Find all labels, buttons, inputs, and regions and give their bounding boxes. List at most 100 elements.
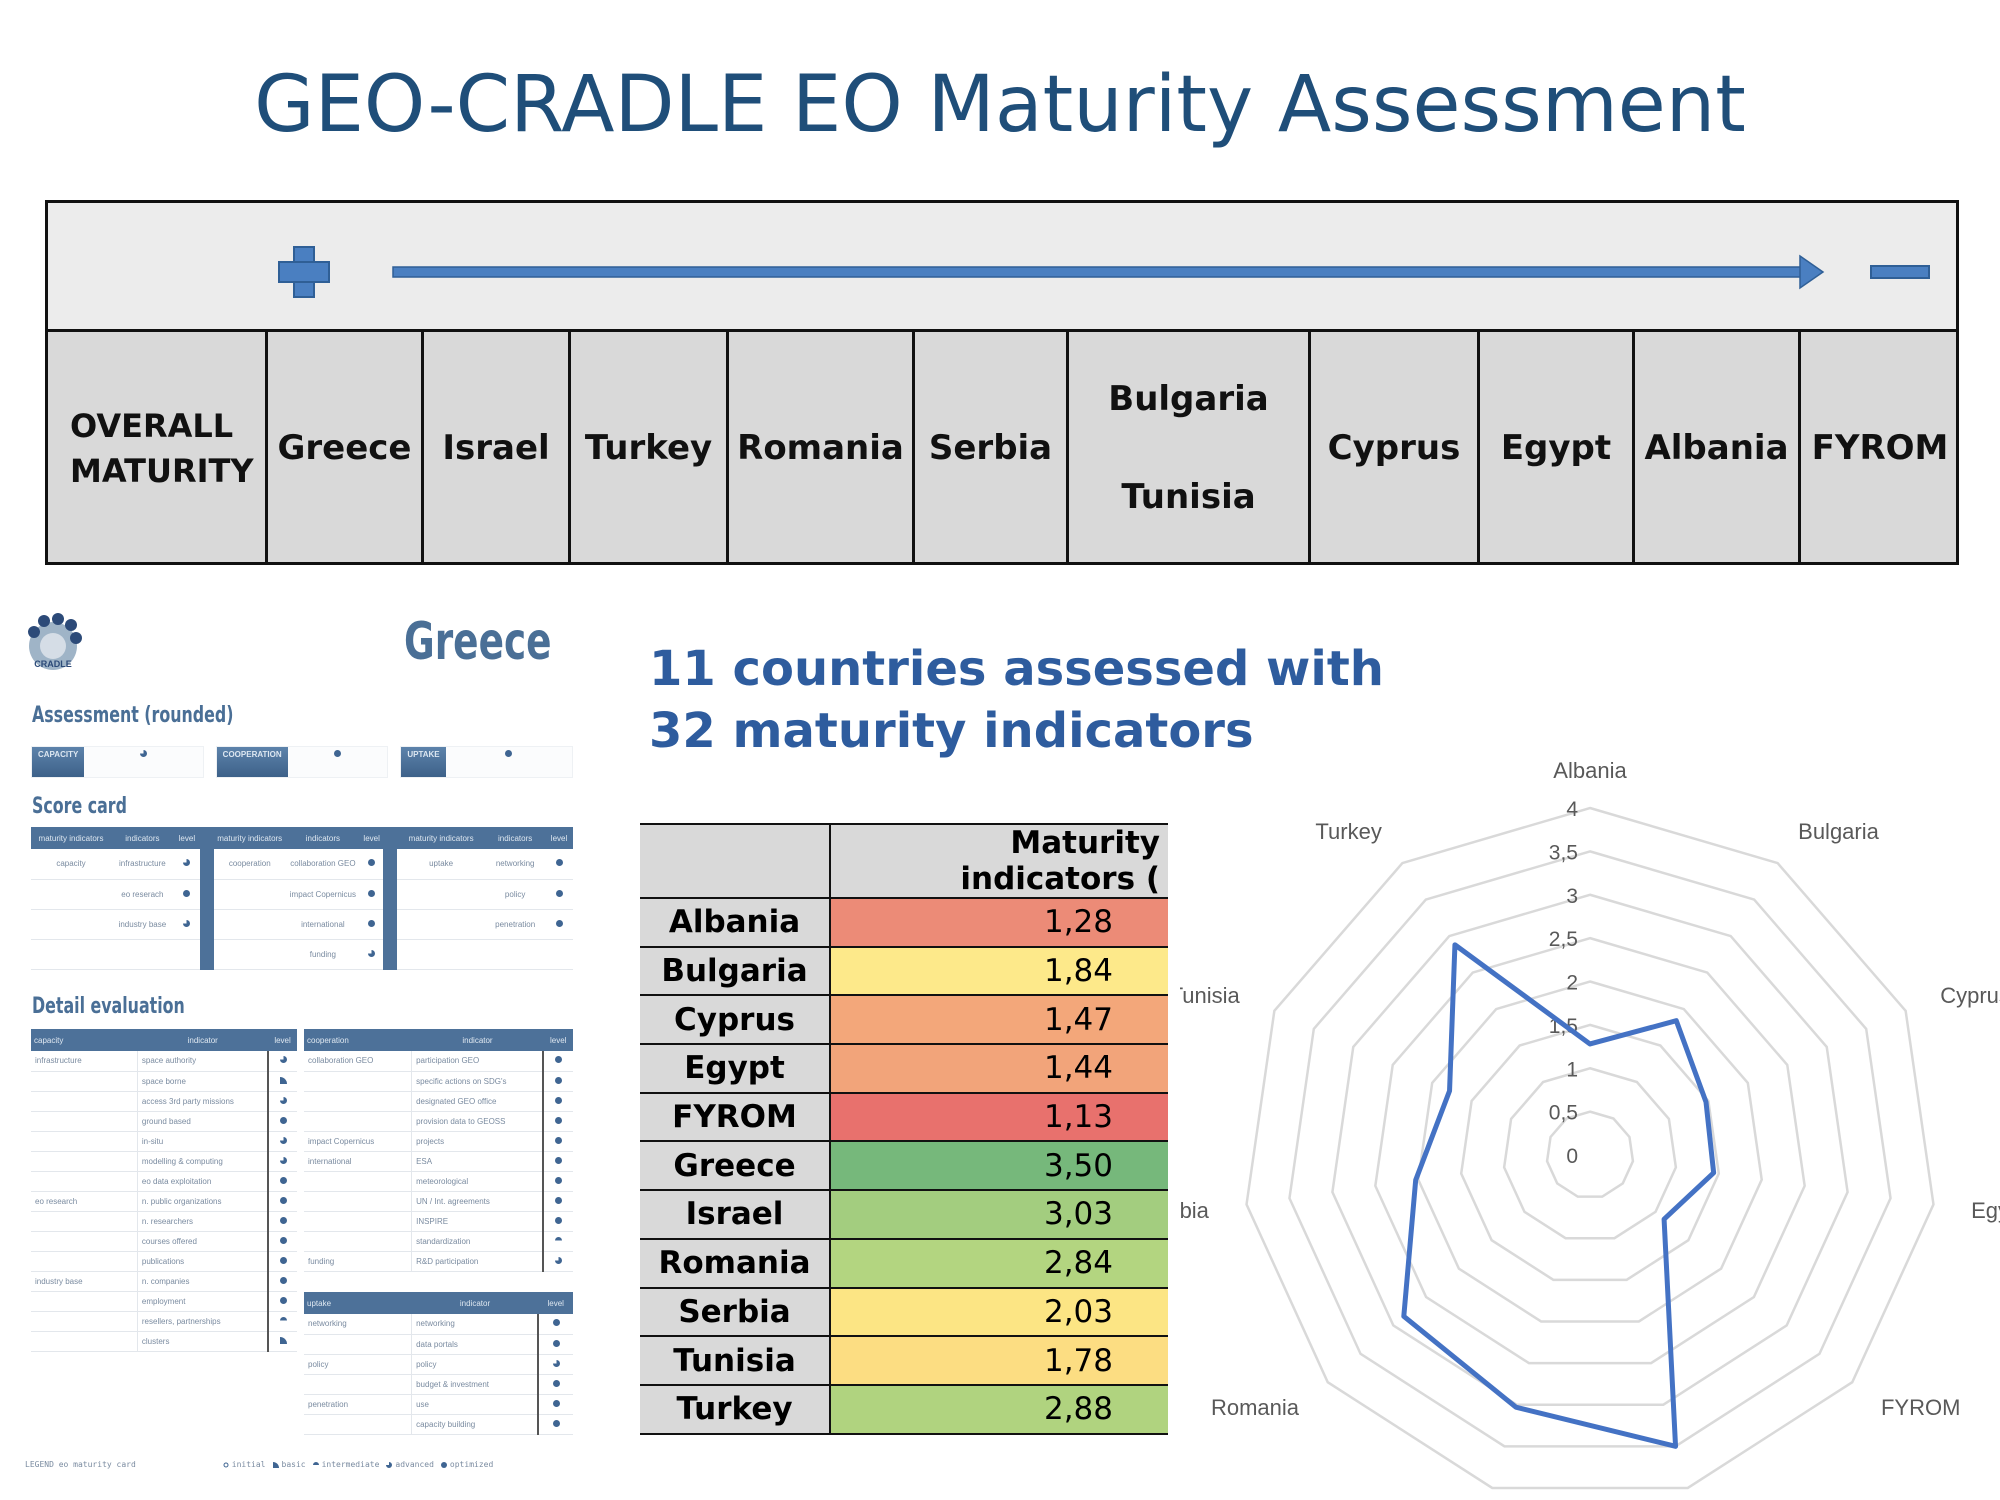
rank-country: Tunisia	[1121, 476, 1256, 517]
radar-gridline	[1502, 1066, 1678, 1240]
country-cell: Tunisia	[640, 1335, 830, 1385]
assessment-bar: CAPACITY COOPERATION UPTAKE	[31, 746, 574, 778]
level-cell	[267, 1311, 297, 1332]
indicator-cell: international	[285, 909, 361, 940]
indicator-cell: participation GEO	[411, 1051, 544, 1072]
level-cell	[267, 1151, 297, 1172]
subgroup-cell	[31, 1311, 138, 1332]
table-row: Romania 2,84	[640, 1237, 1168, 1288]
level-cell	[542, 1071, 573, 1092]
level-cell	[537, 1374, 573, 1395]
table-row: designated GEO office	[304, 1091, 573, 1112]
level-advanced-icon	[139, 750, 147, 757]
detail-uptake: uptake indicator level networking networking…	[304, 1292, 573, 1435]
subgroup-cell: international	[304, 1151, 412, 1172]
radar-chart: 00,511,522,533,54AlbaniaBulgariaCyprusEg…	[1180, 758, 2000, 1490]
level-cell	[545, 909, 573, 940]
subgroup-cell	[31, 1151, 138, 1172]
table-row: funding R&D participation	[304, 1251, 573, 1272]
table-row: in-situ	[31, 1131, 297, 1152]
level-optimized-icon	[505, 750, 513, 757]
radar-tick-label: 3	[1566, 885, 1578, 908]
indicator-cell: designated GEO office	[411, 1091, 544, 1112]
table-row: Greece 3,50	[640, 1140, 1168, 1191]
country-cell: Bulgaria	[640, 945, 830, 996]
assessment-level	[288, 747, 388, 777]
indicator-cell: publications	[136, 1251, 269, 1272]
indicator-cell: UN / Int. agreements	[411, 1191, 544, 1212]
legend-label: advanced	[395, 1460, 434, 1469]
value-cell: 1,28	[829, 897, 1168, 947]
indicator-cell: specific actions on SDG's	[411, 1071, 544, 1092]
table-row: Tunisia 1,78	[640, 1335, 1168, 1385]
level-advanced-icon	[279, 1056, 287, 1064]
card-country-title: Greece	[404, 612, 552, 672]
arrow-right-icon	[392, 254, 1825, 290]
radar-category-label: Bulgaria	[1798, 819, 1879, 844]
level-basic-icon	[279, 1336, 287, 1344]
radar-gridline	[1245, 806, 1935, 1490]
table-row: industry base	[31, 909, 207, 940]
rank-cell: Albania	[1632, 332, 1798, 565]
group-cell	[397, 909, 486, 940]
column-header: uptake	[304, 1292, 412, 1314]
plus-icon	[278, 246, 330, 298]
scorecard-heading: Score card	[32, 794, 127, 819]
level-cell	[267, 1111, 297, 1132]
level-advanced-icon	[552, 1359, 560, 1367]
indicator-cell: meteorological	[411, 1171, 544, 1192]
rank-cell: Romania	[726, 332, 912, 565]
level-cell	[267, 1131, 297, 1152]
value-cell: 2,03	[829, 1286, 1168, 1337]
assessment-label: UPTAKE	[401, 747, 446, 777]
value-cell: 3,50	[829, 1140, 1168, 1191]
radar-category-label: FYROM	[1881, 1395, 1960, 1420]
level-cell	[267, 1051, 297, 1072]
table-row: UN / Int. agreements	[304, 1191, 573, 1212]
level-cell	[537, 1394, 573, 1415]
indicator-cell: clusters	[136, 1331, 269, 1352]
level-optimized-icon	[555, 1096, 563, 1104]
level-optimized-icon	[555, 1076, 563, 1084]
table-row: provision data to GEOSS	[304, 1111, 573, 1132]
table-row: ground based	[31, 1111, 297, 1132]
value-cell: 1,78	[829, 1335, 1168, 1385]
subgroup-cell	[31, 1171, 138, 1192]
table-row: international	[214, 909, 390, 940]
level-intermediate-icon	[279, 1316, 287, 1320]
level-initial-icon	[223, 1462, 229, 1467]
value-cell: 1,84	[829, 945, 1168, 996]
indicator-cell: modelling & computing	[136, 1151, 269, 1172]
table-row: eo research n. public organizations	[31, 1191, 297, 1212]
group-cell: capacity	[31, 849, 112, 880]
table-row: Albania 1,28	[640, 897, 1168, 947]
rank-cell: Serbia	[912, 332, 1066, 565]
radar-category-label: Turkey	[1315, 819, 1381, 844]
subgroup-cell	[304, 1374, 412, 1395]
level-optimized-icon	[279, 1276, 287, 1284]
column-header: maturity indicators	[31, 827, 112, 849]
indicator-cell: policy	[411, 1354, 539, 1375]
level-advanced-icon	[279, 1136, 287, 1144]
summary-heading: 11 countries assessed with 32 maturity i…	[649, 638, 1384, 762]
table-row: Egypt 1,44	[640, 1043, 1168, 1093]
level-optimized-icon	[555, 889, 563, 897]
indicator-cell: courses offered	[136, 1231, 269, 1252]
assessment-uptake: UPTAKE	[400, 746, 574, 778]
level-cell	[542, 1151, 573, 1172]
level-advanced-icon	[555, 1256, 563, 1264]
level-cell	[173, 849, 207, 880]
level-optimized-icon	[555, 1136, 563, 1144]
level-cell	[542, 1191, 573, 1212]
heading-line: 32 maturity indicators	[649, 703, 1254, 759]
rank-cell: Israel	[421, 332, 568, 565]
subgroup-cell	[304, 1191, 412, 1212]
indicator-cell: impact Copernicus	[285, 879, 361, 910]
table-row: industry base n. companies	[31, 1271, 297, 1292]
value-cell: 3,03	[829, 1189, 1168, 1239]
level-optimized-icon	[552, 1399, 560, 1407]
indicator-cell: policy	[485, 879, 546, 910]
indicator-cell: industry base	[111, 909, 174, 940]
subgroup-cell	[31, 1211, 138, 1232]
table-row: capacity building	[304, 1414, 573, 1435]
